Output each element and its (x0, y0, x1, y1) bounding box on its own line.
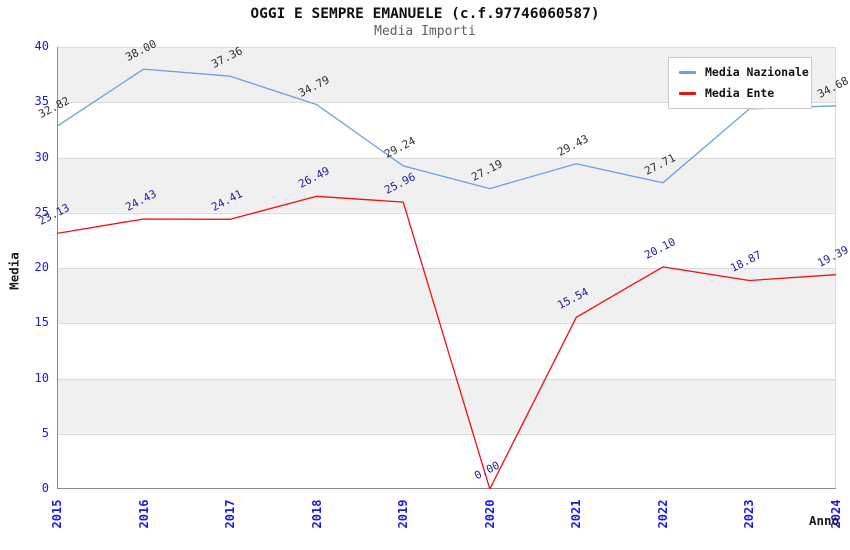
y-tick-label: 10 (34, 370, 49, 385)
y-tick-label: 20 (34, 260, 49, 274)
y-tick-label: 15 (34, 315, 49, 330)
legend: Media Nazionale Media Ente (668, 57, 812, 109)
y-tick-label: 40 (34, 39, 49, 53)
x-tick-label: 2023 (742, 499, 757, 529)
x-tick-label: 2016 (136, 499, 151, 529)
line-media-ente (57, 195, 836, 489)
x-tick-label: 2017 (223, 499, 238, 529)
x-tick-label: 2015 (50, 499, 64, 529)
x-tick-label: 2022 (655, 499, 670, 529)
y-tick-label: 25 (34, 204, 49, 219)
y-tick-label: 35 (34, 94, 49, 109)
plot-area: 32.82 38.00 37.36 34.79 29.24 27.19 29.43 27.71… (36, 37, 850, 489)
legend-item-media-ente: Media Ente (679, 86, 801, 100)
legend-label: Media Ente (705, 86, 775, 100)
legend-item-media-nazionale: Media Nazionale (679, 65, 809, 79)
x-tick-label: 2019 (396, 499, 411, 529)
legend-label: Media Nazionale (705, 65, 809, 79)
x-tick-label: 2018 (309, 499, 324, 529)
legend-line-swatch-red (679, 91, 696, 95)
x-tick-label: 2020 (482, 499, 497, 529)
line-media-nazionale (57, 68, 836, 190)
y-tick-label: 5 (41, 425, 49, 440)
y-tick-label: 0 (41, 481, 49, 495)
chart-subtitle: Media Importi (374, 24, 476, 39)
legend-line-swatch-blue (679, 70, 696, 74)
y-tick-label: 30 (34, 149, 49, 164)
x-tick-label: 2021 (569, 499, 584, 529)
chart-title: OGGI E SEMPRE EMANUELE (c.f.97746060587) (250, 6, 600, 22)
x-axis-label: Anno (809, 513, 840, 528)
plot-canvas (57, 47, 836, 489)
